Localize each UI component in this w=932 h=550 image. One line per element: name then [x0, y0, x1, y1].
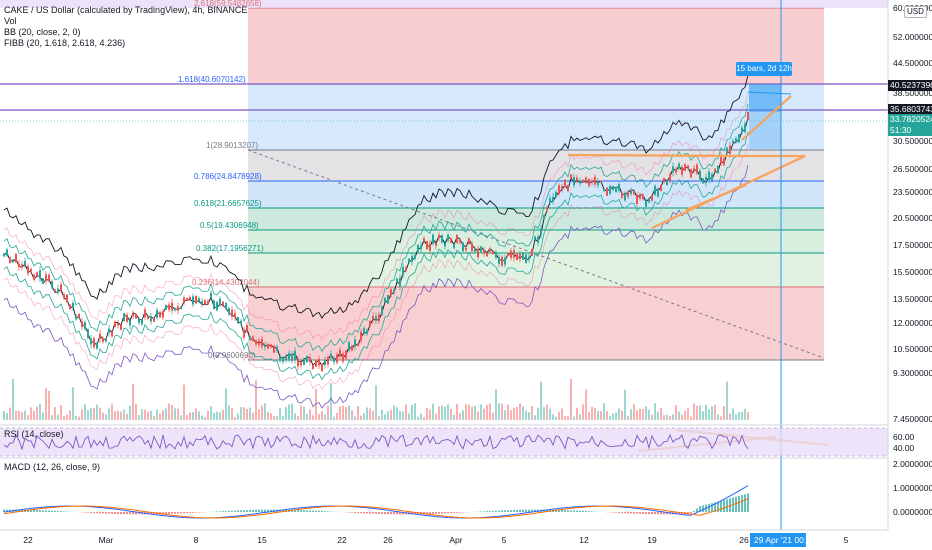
fibb-legend[interactable]: FIBB (20, 1.618, 2.618, 4.236) — [4, 38, 126, 48]
date-cursor-label: 29 Apr '21 00:00 — [754, 535, 816, 545]
rsi-axis-label: 40.00 — [893, 443, 915, 453]
volume-legend[interactable]: Vol — [4, 16, 17, 26]
price-axis-label: 23.5000000 — [893, 187, 932, 197]
rsi-pane — [0, 424, 888, 457]
time-axis-label: Apr — [449, 535, 462, 545]
fib-level-label: 2.618(59.5482658) — [194, 0, 262, 8]
price-tag: 35.6803743 — [888, 104, 932, 115]
time-axis-label: 22 — [23, 535, 33, 545]
price-axis-label: 17.5000000 — [893, 240, 932, 250]
price-tag: 51:30 — [888, 125, 932, 136]
time-axis-label: 5 — [502, 535, 507, 545]
price-axis-label: 10.5000000 — [893, 344, 932, 354]
price-axis-label: 26.5000000 — [893, 164, 932, 174]
price-axis-label: 38.5000000 — [893, 88, 932, 98]
time-axis-label: 19 — [647, 535, 657, 545]
price-axis-label: 20.5000000 — [893, 213, 932, 223]
rsi-axis-label: 60.00 — [893, 432, 915, 442]
price-tag: 33.7820524 — [888, 114, 932, 125]
date-cursor-tag — [750, 533, 806, 547]
time-axis-label: 26 — [383, 535, 393, 545]
time-axis-label: 12 — [579, 535, 589, 545]
candlesticks — [3, 111, 749, 372]
price-axis-label: 13.5000000 — [893, 294, 932, 304]
symbol-title[interactable]: CAKE / US Dollar (calculated by TradingV… — [4, 5, 248, 15]
time-axis-label: 22 — [337, 535, 347, 545]
price-axis-label: 30.5000000 — [893, 136, 932, 146]
time-axis-label: 8 — [194, 535, 199, 545]
price-axis-label: 9.3000000 — [893, 368, 932, 378]
volume-bars — [3, 378, 749, 420]
fib-level-label: 0(9.9600690) — [208, 351, 256, 360]
fib-level-label: 0.618(21.6657625) — [194, 199, 262, 208]
time-axis-label: 5 — [844, 535, 849, 545]
currency-button[interactable]: USD — [904, 6, 927, 18]
price-axis-label: 52.0000000 — [893, 32, 932, 42]
fib-level-label: 0.5(19.4306948) — [200, 221, 259, 230]
fib-level-label: 0.236(14.4302044) — [192, 278, 260, 287]
price-axis-label: 15.5000000 — [893, 267, 932, 277]
fib-level-label: 1.618(40.6070142) — [178, 75, 246, 84]
time-axis-label: 26 — [739, 535, 749, 545]
fib-level-label: 0.786(24.8478928) — [194, 172, 262, 181]
bollinger-bands — [3, 74, 749, 409]
time-axis-label: 15 — [257, 535, 267, 545]
time-axis-label: Mar — [99, 535, 114, 545]
macd-axis-label: 1.0000000 — [893, 483, 932, 493]
macd-axis-label: 2.0000000 — [893, 459, 932, 469]
time-axis[interactable]: 22 Mar 8 15 22 26 Apr 5 12 19 26 5 29 Apr '21 00:00 — [0, 529, 932, 550]
price-tag: 40.5237396 — [888, 80, 932, 91]
rsi-legend[interactable]: RSI (14, close) — [4, 429, 64, 439]
fib-level-label: 1(28.9013207) — [206, 141, 258, 150]
price-axis-label: 12.0000000 — [893, 318, 932, 328]
fib-level-label: 0.382(17.1956271) — [196, 244, 264, 253]
bars-range-tooltip: 15 bars, 2d 12h — [736, 62, 792, 76]
price-axis-label: 7.4500000 — [893, 414, 932, 424]
price-axis-label: 44.5000000 — [893, 58, 932, 68]
macd-legend[interactable]: MACD (12, 26, close, 9) — [4, 462, 101, 472]
macd-axis-label: 0.0000000 — [893, 507, 932, 517]
macd-pane — [0, 457, 888, 519]
fibonacci-level-labels: 2.618(59.5482658) 1.618(40.6070142) 1(28.9… — [178, 0, 264, 360]
bb-legend[interactable]: BB (20, close, 2, 0) — [4, 27, 81, 37]
